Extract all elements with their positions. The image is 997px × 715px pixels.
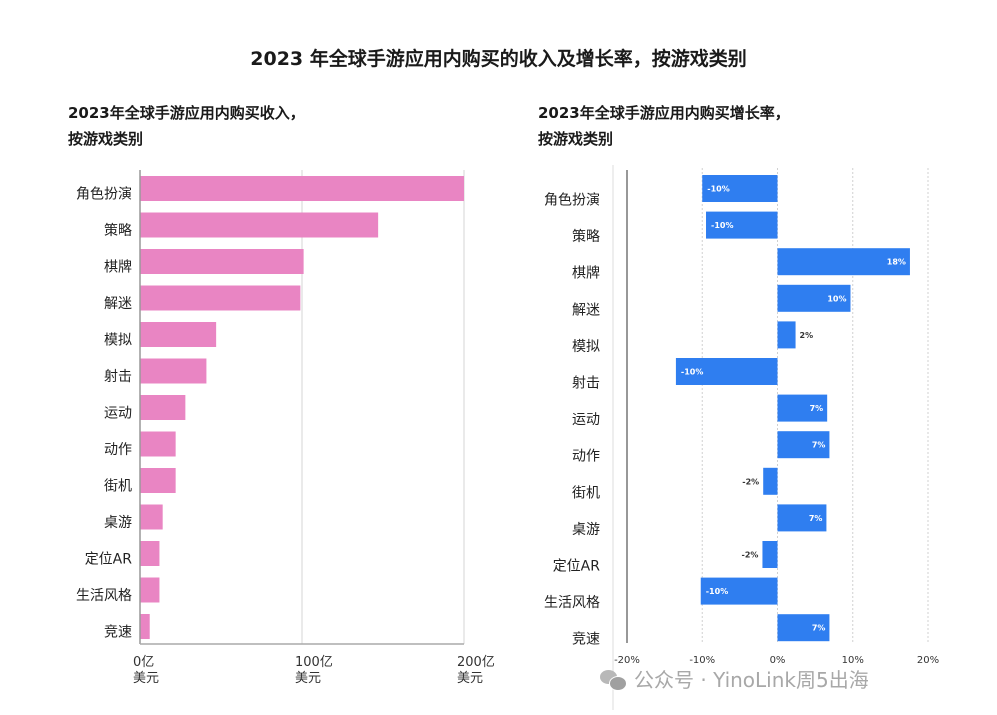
category-label: 角色扮演 bbox=[76, 186, 132, 203]
x-tick-unit: 美元 bbox=[295, 671, 321, 686]
category-label: 生活风格 bbox=[76, 588, 132, 604]
data-label: 7% bbox=[809, 514, 823, 523]
category-label: 角色扮演 bbox=[544, 192, 600, 209]
bar-射击 bbox=[140, 358, 207, 384]
bar-角色扮演 bbox=[140, 176, 464, 201]
category-label: 解迷 bbox=[104, 296, 132, 312]
x-tick-label: 200亿 bbox=[457, 655, 495, 670]
data-label: -10% bbox=[711, 221, 733, 230]
bar-射击 bbox=[675, 358, 778, 385]
bar-街机 bbox=[140, 468, 176, 493]
watermark-text: 公众号 · YinoLink周5出海 bbox=[634, 668, 869, 692]
bar-动作 bbox=[777, 431, 830, 459]
category-label: 策略 bbox=[572, 228, 600, 245]
bar-解迷 bbox=[140, 285, 301, 311]
main-title: 2023 年全球手游应用内购买的收入及增长率，按游戏类别 bbox=[250, 48, 747, 70]
category-label: 解迷 bbox=[572, 302, 600, 318]
bar-解迷 bbox=[777, 284, 851, 312]
category-label: 棋牌 bbox=[572, 265, 600, 282]
category-label: 定位AR bbox=[553, 559, 601, 575]
category-label: 桌游 bbox=[104, 515, 132, 531]
category-label: 模拟 bbox=[104, 333, 132, 349]
bar-棋牌 bbox=[777, 248, 910, 276]
category-label: 运动 bbox=[104, 406, 132, 422]
category-label: 街机 bbox=[104, 479, 132, 495]
left-chart-title: 2023年全球手游应用内购买收入， 按游戏类别 bbox=[68, 100, 368, 152]
watermark: 公众号 · YinoLink周5出海 bbox=[600, 664, 869, 693]
bar-竞速 bbox=[777, 614, 830, 642]
data-label: -10% bbox=[707, 185, 729, 194]
data-label: -2% bbox=[742, 477, 759, 486]
category-label: 射击 bbox=[572, 376, 600, 392]
bar-竞速 bbox=[140, 614, 150, 639]
category-label: 街机 bbox=[572, 485, 600, 501]
category-label: 桌游 bbox=[572, 522, 600, 538]
right-title-line1: 2023年全球手游应用内购买增长率， bbox=[538, 104, 790, 122]
x-tick-label: 0亿 bbox=[133, 655, 154, 670]
data-label: 7% bbox=[812, 441, 826, 450]
category-label: 策略 bbox=[104, 222, 132, 239]
data-label: -10% bbox=[681, 368, 703, 377]
bar-策略 bbox=[706, 211, 778, 239]
x-tick-label: 10% bbox=[842, 655, 864, 666]
x-tick-unit: 美元 bbox=[457, 671, 483, 686]
left-title-line1: 2023年全球手游应用内购买收入， bbox=[68, 104, 305, 122]
bar-生活风格 bbox=[700, 577, 778, 605]
bar-桌游 bbox=[140, 504, 163, 530]
category-label: 定位AR bbox=[85, 552, 133, 568]
data-label: 7% bbox=[810, 404, 824, 413]
x-tick-label: 0% bbox=[770, 655, 786, 666]
category-label: 棋牌 bbox=[104, 259, 132, 276]
bar-桌游 bbox=[777, 504, 827, 532]
x-tick-unit: 美元 bbox=[133, 671, 159, 686]
bar-运动 bbox=[777, 394, 828, 422]
bar-模拟 bbox=[140, 322, 217, 347]
wechat-icon bbox=[600, 670, 627, 691]
bar-策略 bbox=[140, 212, 379, 238]
bar-街机 bbox=[763, 467, 778, 495]
category-label: 动作 bbox=[572, 449, 600, 465]
bar-定位AR bbox=[762, 541, 778, 568]
data-label: -10% bbox=[706, 587, 728, 596]
right-chart-title: 2023年全球手游应用内购买增长率， 按游戏类别 bbox=[538, 100, 838, 152]
x-tick-label: -20% bbox=[614, 655, 640, 666]
bar-生活风格 bbox=[140, 577, 160, 603]
bar-角色扮演 bbox=[702, 175, 778, 202]
category-label: 动作 bbox=[104, 442, 132, 458]
category-label: 运动 bbox=[572, 412, 600, 428]
data-label: -2% bbox=[742, 551, 759, 560]
bar-运动 bbox=[140, 395, 186, 420]
category-label: 竞速 bbox=[104, 624, 132, 641]
bar-动作 bbox=[140, 431, 176, 457]
right-title-line2: 按游戏类别 bbox=[538, 130, 614, 148]
bar-模拟 bbox=[777, 321, 796, 349]
x-tick-label: 100亿 bbox=[295, 655, 333, 670]
x-tick-label: 20% bbox=[917, 655, 939, 666]
x-tick-label: -10% bbox=[689, 655, 715, 666]
data-label: 18% bbox=[887, 258, 906, 267]
category-label: 模拟 bbox=[572, 339, 600, 355]
category-label: 生活风格 bbox=[544, 595, 600, 611]
category-label: 射击 bbox=[104, 369, 132, 385]
left-title-line2: 按游戏类别 bbox=[68, 130, 144, 148]
data-label: 10% bbox=[827, 294, 846, 303]
data-label: 2% bbox=[800, 331, 814, 340]
category-label: 竞速 bbox=[572, 631, 600, 648]
data-label: 7% bbox=[812, 624, 826, 633]
bar-棋牌 bbox=[140, 249, 304, 274]
bar-定位AR bbox=[140, 541, 160, 566]
